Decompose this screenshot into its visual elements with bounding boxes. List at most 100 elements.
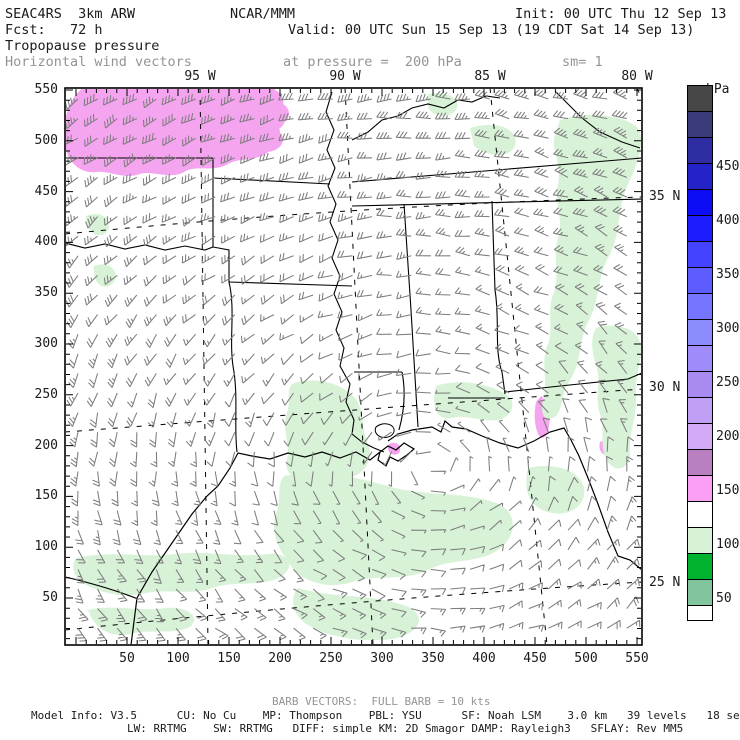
latitude-label: 30 N — [649, 380, 681, 395]
x-tick-label: 150 — [217, 651, 241, 666]
y-tick-label: 400 — [34, 234, 58, 250]
latitude-label: 35 N — [649, 189, 681, 204]
valid-time: Valid: 00 UTC Sun 15 Sep 13 (19 CDT Sat … — [288, 22, 695, 38]
y-tick-label: 500 — [34, 132, 58, 148]
colorbar-cell — [687, 267, 713, 294]
x-tick-label: 100 — [166, 651, 190, 666]
model-config-line1: Model Info: V3.5 CU: No Cu MP: Thompson … — [31, 709, 740, 722]
colorbar-cell — [687, 501, 713, 528]
coastline — [387, 419, 641, 570]
state-border — [403, 203, 419, 428]
colorbar-cell — [687, 527, 713, 554]
y-tick-label: 50 — [42, 590, 58, 605]
overlay-title: Horizontal wind vectors — [5, 54, 192, 70]
filled-region-green-tennessee — [470, 124, 516, 156]
x-tick-label: 450 — [523, 651, 547, 666]
longitude-label: 80 W — [621, 69, 653, 84]
filled-region-pink-chattahoochee-streak — [534, 396, 550, 438]
filled-region-green-southeast — [526, 466, 585, 514]
colorbar-cell — [687, 293, 713, 320]
y-tick-label: 200 — [34, 437, 58, 453]
plot-frame — [64, 87, 643, 646]
smoothing-note: sm= 1 — [562, 54, 603, 70]
x-tick-label: 400 — [472, 651, 496, 666]
y-tick-label: 250 — [34, 386, 58, 402]
map-layers — [66, 89, 641, 644]
state-border — [351, 198, 641, 207]
colorbar-cell — [687, 137, 713, 164]
colorbar-cell — [687, 163, 713, 190]
colorbar-tick-label: 200 — [716, 429, 740, 444]
colorbar-tick-label: 100 — [716, 537, 740, 552]
y-tick-label: 350 — [34, 285, 58, 301]
axis-ticks — [66, 89, 641, 644]
colorbar-cell — [687, 345, 713, 372]
state-border — [228, 281, 238, 453]
filled-region-pink-tendril — [252, 89, 289, 142]
colorbar-tick-label: 300 — [716, 321, 740, 336]
colorbar-cell — [687, 241, 713, 268]
colorbar-cell — [687, 449, 713, 476]
state-border — [228, 281, 353, 287]
barb-legend-note: BARB VECTORS: FULL BARB = 10 kts — [272, 695, 491, 708]
colorbar-cell — [687, 579, 713, 606]
filled-region-green-gulf-center — [274, 473, 513, 586]
y-tick-label: 450 — [34, 183, 58, 199]
graticule-line — [66, 581, 641, 631]
colorbar — [687, 85, 713, 621]
colorbar-cell — [687, 553, 713, 580]
x-tick-label: 350 — [421, 651, 445, 666]
filled-region-pink-georgia-spot — [599, 440, 614, 456]
graticule-line — [199, 89, 209, 644]
filled-region-green-right-band — [592, 325, 641, 469]
colorbar-tick-label: 450 — [716, 159, 740, 174]
x-tick-label: 50 — [119, 651, 135, 666]
colorbar-cell — [687, 371, 713, 398]
filled-region-green-louisiana — [285, 380, 371, 479]
state-border — [66, 576, 139, 600]
x-tick-label: 300 — [370, 651, 394, 666]
colorbar-cell — [687, 189, 713, 216]
filled-region-green-left-b — [93, 264, 116, 287]
filled-region-green-column-east — [541, 114, 641, 419]
field-title: Tropopause pressure — [5, 38, 160, 54]
org-name: NCAR/MMM — [230, 6, 296, 22]
longitude-label: 90 W — [329, 69, 361, 84]
wind-barbs — [66, 89, 641, 642]
state-border — [325, 91, 385, 453]
colorbar-cell — [687, 605, 713, 621]
lake — [374, 423, 395, 438]
state-border — [351, 157, 641, 183]
x-tick-label: 200 — [268, 651, 292, 666]
colorbar-tick-label: 50 — [716, 591, 732, 606]
colorbar-cell — [687, 475, 713, 502]
x-tick-label: 550 — [625, 651, 649, 666]
filled-region-pink-delta-spot — [387, 442, 401, 455]
colorbar-cell — [687, 85, 713, 112]
state-border — [66, 242, 214, 251]
init-time: Init: 00 UTC Thu 12 Sep 13 — [515, 6, 727, 22]
filled-region-green-gulf-lower — [293, 588, 419, 641]
graticule-line — [66, 196, 641, 235]
filled-region-green-left-a — [86, 213, 109, 236]
colorbar-cell — [687, 423, 713, 450]
model-config-line2: LW: RRTMG SW: RRTMG DIFF: simple KM: 2D … — [127, 722, 684, 735]
state-border — [212, 177, 331, 185]
colorbar-cell — [687, 397, 713, 424]
x-tick-label: 250 — [319, 651, 343, 666]
colorbar-tick-label: 250 — [716, 375, 740, 390]
filled-region-green-east-of-delta — [433, 382, 513, 421]
colorbar-tick-label: 400 — [716, 213, 740, 228]
state-border — [398, 371, 405, 431]
graticule-line — [489, 89, 548, 644]
colorbar-cell — [687, 111, 713, 138]
state-border — [351, 95, 501, 141]
state-border — [555, 91, 641, 149]
coastline — [130, 442, 416, 644]
state-border — [212, 246, 230, 282]
colorbar-tick-label: 150 — [716, 483, 740, 498]
state-border — [491, 200, 506, 395]
longitude-label: 95 W — [184, 69, 216, 84]
